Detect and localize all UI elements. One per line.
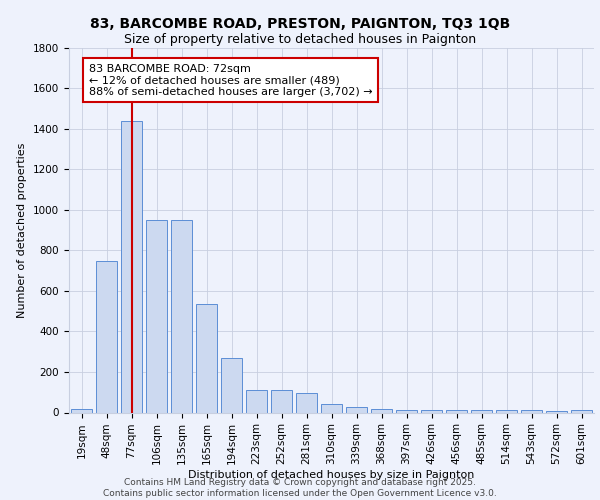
Text: 83 BARCOMBE ROAD: 72sqm
← 12% of detached houses are smaller (489)
88% of semi-d: 83 BARCOMBE ROAD: 72sqm ← 12% of detache…	[89, 64, 373, 97]
Bar	[446, 410, 467, 412]
Y-axis label: Number of detached properties: Number of detached properties	[17, 142, 28, 318]
Text: Contains HM Land Registry data © Crown copyright and database right 2025.
Contai: Contains HM Land Registry data © Crown c…	[103, 478, 497, 498]
Bar	[346, 407, 367, 412]
Bar	[221, 358, 242, 412]
Bar	[321, 404, 342, 412]
Bar	[571, 410, 592, 412]
Bar	[471, 410, 492, 412]
Bar	[546, 411, 567, 412]
X-axis label: Distribution of detached houses by size in Paignton: Distribution of detached houses by size …	[188, 470, 475, 480]
Bar	[71, 409, 92, 412]
Bar	[296, 393, 317, 412]
Bar	[121, 120, 142, 412]
Bar	[146, 220, 167, 412]
Bar	[171, 220, 192, 412]
Bar	[246, 390, 267, 412]
Bar	[421, 410, 442, 412]
Bar	[96, 262, 117, 412]
Bar	[371, 410, 392, 412]
Bar	[496, 410, 517, 412]
Text: 83, BARCOMBE ROAD, PRESTON, PAIGNTON, TQ3 1QB: 83, BARCOMBE ROAD, PRESTON, PAIGNTON, TQ…	[90, 18, 510, 32]
Bar	[396, 410, 417, 412]
Text: Size of property relative to detached houses in Paignton: Size of property relative to detached ho…	[124, 32, 476, 46]
Bar	[196, 304, 217, 412]
Bar	[271, 390, 292, 412]
Bar	[521, 410, 542, 412]
